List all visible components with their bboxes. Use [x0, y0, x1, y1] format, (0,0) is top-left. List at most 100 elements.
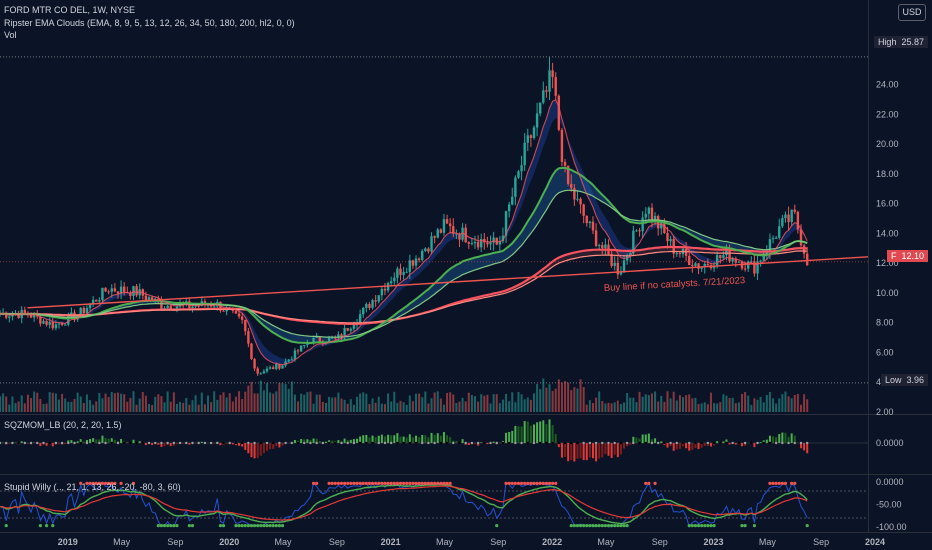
currency-button[interactable]: USD — [898, 4, 926, 21]
willy-overbought-dot — [119, 481, 123, 485]
willy-legend[interactable]: Stupid Willy (.., 21, 1, 13, 26, -20, -8… — [4, 482, 181, 492]
volume-bar — [458, 401, 461, 412]
candle-body — [383, 288, 387, 291]
candle-body — [303, 344, 306, 346]
willy-overbought-dot — [88, 481, 92, 485]
volume-bar — [349, 399, 352, 412]
sqz-bar — [477, 443, 480, 446]
sqz-bar — [269, 443, 272, 450]
volume-bar — [113, 393, 116, 412]
volume-bar — [368, 404, 371, 412]
candle-body — [573, 188, 576, 200]
ema-cloud-legend[interactable]: Ripster EMA Clouds (EMA, 8, 9, 5, 13, 12… — [4, 18, 295, 28]
sqz-dot — [688, 441, 691, 445]
sqz-zero-label: 0.0000 — [876, 438, 904, 448]
volume-bar — [278, 383, 281, 412]
willy-overbought-dot — [554, 481, 558, 485]
candle-body — [542, 90, 545, 103]
volume-bar — [340, 398, 343, 412]
willy-oversold-dot — [252, 524, 257, 528]
sqz-dot — [272, 441, 275, 445]
willy-oversold-dot — [603, 524, 607, 528]
sqz-bar — [654, 438, 657, 443]
volume-bar — [362, 392, 365, 412]
volume-bar — [79, 396, 82, 412]
x-tick-label: May — [597, 537, 615, 547]
sqz-dot — [42, 441, 45, 445]
sqz-bar — [250, 443, 253, 458]
willy-overbought-dot — [535, 481, 539, 485]
volume-bar — [250, 381, 253, 412]
sqz-bar — [312, 438, 315, 443]
willy-overbought-dot — [532, 481, 536, 485]
candle-body — [734, 258, 737, 263]
volume-bar — [203, 404, 206, 412]
sqz-dot — [160, 441, 163, 445]
sqz-bar — [309, 439, 312, 443]
volume-bar — [300, 393, 303, 412]
candle-body — [169, 305, 172, 310]
sqz-bar — [371, 435, 374, 443]
volume-bar — [256, 393, 259, 412]
volume-bar — [498, 403, 501, 412]
sqz-dot — [768, 441, 772, 445]
sqz-bar — [259, 443, 262, 456]
sqz-dot — [805, 441, 809, 445]
sqz-dot — [514, 441, 517, 445]
candle-body — [613, 262, 616, 266]
x-tick-label: Sep — [167, 537, 183, 547]
symbol-legend[interactable]: FORD MTR CO DEL, 1W, NYSE — [4, 5, 136, 15]
sqz-bar — [132, 439, 135, 443]
candle-body — [67, 314, 70, 325]
candle-body — [805, 253, 809, 266]
willy-overbought-dot — [311, 481, 316, 485]
willy-overbought-dot — [377, 481, 381, 485]
candle-body — [619, 272, 623, 275]
sqz-bar — [8, 443, 11, 444]
volume-bar — [663, 401, 666, 412]
willy-oversold-dot — [597, 524, 601, 528]
willy-overbought-dot — [336, 481, 341, 485]
sqz-bar — [85, 440, 88, 443]
volume-bar — [492, 394, 495, 412]
candle-body — [666, 233, 669, 242]
sqz-bar — [352, 439, 355, 443]
volume-bar — [784, 391, 787, 412]
willy-oversold-dot — [700, 524, 704, 528]
candle-body — [122, 286, 126, 293]
ema-8-line — [0, 99, 808, 366]
volume-legend[interactable]: Vol — [4, 30, 17, 40]
candle-body — [327, 337, 331, 343]
candle-body — [802, 245, 806, 254]
sqz-dot — [439, 441, 443, 445]
sqz-dot — [166, 441, 169, 445]
candle-body — [222, 310, 225, 312]
candle-body — [421, 250, 424, 260]
candle-body — [268, 367, 272, 369]
sqz-bar — [542, 420, 545, 443]
willy-slow-line — [0, 485, 808, 521]
volume-bar — [396, 402, 399, 412]
candle-body — [762, 254, 765, 261]
willy-oversold-dot — [166, 524, 170, 528]
willy-oversold-dot — [51, 524, 55, 528]
willy-overbought-dot — [433, 481, 437, 485]
sqz-legend[interactable]: SQZMOM_LB (20, 2, 20, 1.5) — [4, 420, 122, 430]
sqz-bar — [467, 443, 470, 446]
candle-body — [95, 299, 98, 302]
volume-bar — [244, 391, 247, 412]
sqz-dot — [489, 441, 492, 445]
sqz-bar — [256, 443, 259, 458]
candle-body — [604, 244, 607, 249]
volume-bar — [669, 398, 672, 412]
volume-bar — [697, 403, 700, 412]
sqz-dot — [731, 441, 734, 445]
sqz-dot — [185, 441, 188, 445]
sqz-bar — [532, 424, 535, 443]
volume-bar — [222, 392, 225, 412]
willy-oversold-dot — [169, 524, 173, 528]
sqz-dot — [309, 441, 312, 445]
y-tick-label: 20.00 — [876, 139, 899, 149]
sqz-bar — [697, 443, 700, 450]
